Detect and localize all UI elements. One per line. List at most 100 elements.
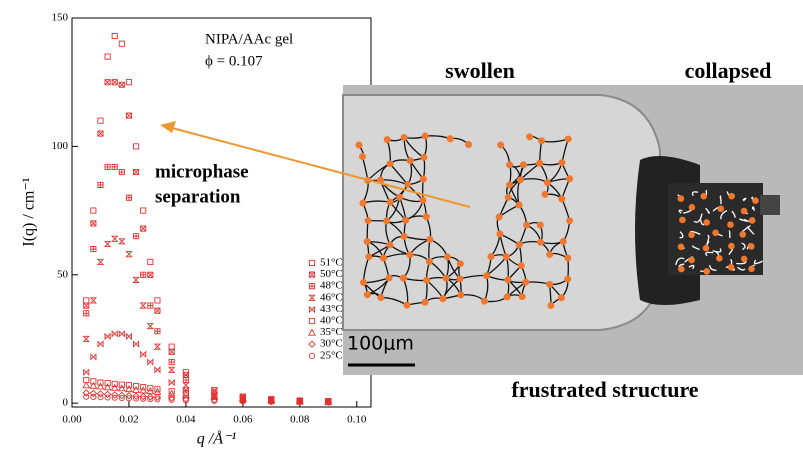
crosslink [386, 241, 393, 248]
crosslink [537, 239, 544, 246]
crosslink [444, 254, 451, 261]
marker [169, 367, 174, 372]
collapsed-crosslink [703, 245, 710, 252]
marker [155, 329, 160, 334]
caption: frustrated structure [511, 377, 698, 402]
figure: 0.000.020.040.060.080.10050100150q /Å⁻¹I… [0, 0, 803, 453]
marker [105, 54, 110, 59]
crosslink [516, 201, 523, 208]
legend-marker [309, 341, 315, 347]
series [84, 80, 331, 404]
marker [126, 195, 131, 200]
crosslink [504, 276, 511, 283]
marker [169, 344, 174, 349]
marker [133, 144, 138, 149]
crosslink [359, 200, 366, 207]
marker [119, 331, 124, 336]
collapsed-crosslink [688, 257, 695, 264]
legend-label: 25°C [320, 349, 343, 361]
crosslink [523, 222, 530, 229]
crosslink [380, 255, 387, 262]
crosslink [558, 294, 565, 301]
crosslink [386, 274, 393, 281]
annotation: separation [155, 186, 241, 207]
crosslink [426, 236, 433, 243]
collapsed-crosslink [700, 193, 707, 200]
marker [126, 113, 131, 118]
crosslink [566, 175, 573, 182]
collapsed-crosslink [678, 244, 685, 251]
y-tick-label: 0 [63, 397, 69, 409]
annotation: microphase [155, 161, 249, 182]
crosslink [387, 160, 394, 167]
crosslink [423, 277, 430, 284]
collapsed-crosslink [728, 264, 735, 271]
crosslink [504, 293, 511, 300]
marker [155, 397, 160, 402]
collapsed-crosslink [728, 243, 735, 250]
annotation: NIPA/AAc gel [205, 31, 293, 47]
marker [141, 396, 146, 401]
crosslink [547, 302, 554, 309]
crosslink [526, 133, 533, 140]
legend-marker [309, 295, 314, 300]
marker [91, 354, 96, 359]
marker [105, 334, 110, 339]
y-tick-label: 100 [52, 140, 69, 152]
legend-marker [309, 272, 314, 277]
x-tick-label: 0.02 [119, 414, 138, 426]
crosslink [364, 291, 371, 298]
collapsed-crosslink [748, 243, 755, 250]
crosslink [356, 142, 363, 149]
marker [133, 169, 138, 174]
marker [84, 336, 89, 341]
collapsed-crosslink [689, 204, 696, 211]
marker [84, 303, 89, 308]
marker [91, 246, 96, 251]
crosslink [422, 132, 429, 139]
series [84, 33, 331, 404]
legend-label: 30°C [320, 338, 343, 350]
arrow-head [160, 121, 176, 133]
crosslink [560, 238, 567, 245]
crosslink [364, 238, 371, 245]
x-tick-label: 0.06 [233, 414, 253, 426]
marker [119, 82, 124, 87]
crosslink [496, 213, 503, 220]
legend-marker [309, 284, 314, 289]
y-axis-label: I(q) / cm⁻¹ [21, 177, 38, 246]
crosslink [443, 275, 450, 282]
marker [112, 236, 117, 241]
marker [141, 272, 146, 277]
crosslink [546, 281, 553, 288]
marker [155, 367, 160, 372]
crosslink [407, 157, 414, 164]
collapsed-crosslink [748, 266, 755, 273]
crosslink [558, 159, 565, 166]
marker [155, 308, 160, 313]
crosslink [402, 217, 409, 224]
crosslink [537, 222, 544, 229]
annotation: ϕ = 0.107 [205, 53, 263, 69]
crosslink [400, 275, 407, 282]
gel-edge [760, 195, 780, 215]
marker [84, 311, 89, 316]
crosslink [420, 176, 427, 183]
crosslink [536, 160, 543, 167]
collapsed-crosslink [741, 208, 748, 215]
crosslink [365, 217, 372, 224]
marker [148, 396, 153, 401]
crosslink [558, 195, 565, 202]
legend-marker [309, 260, 314, 265]
crosslink [546, 251, 553, 258]
crosslink [506, 161, 513, 168]
marker [155, 344, 160, 349]
marker [84, 394, 89, 399]
collapsed-crosslink [678, 266, 685, 273]
crosslink [422, 299, 429, 306]
marker [183, 383, 188, 388]
crosslink [481, 298, 488, 305]
collapsed-crosslink [728, 193, 735, 200]
crosslink [439, 295, 446, 302]
